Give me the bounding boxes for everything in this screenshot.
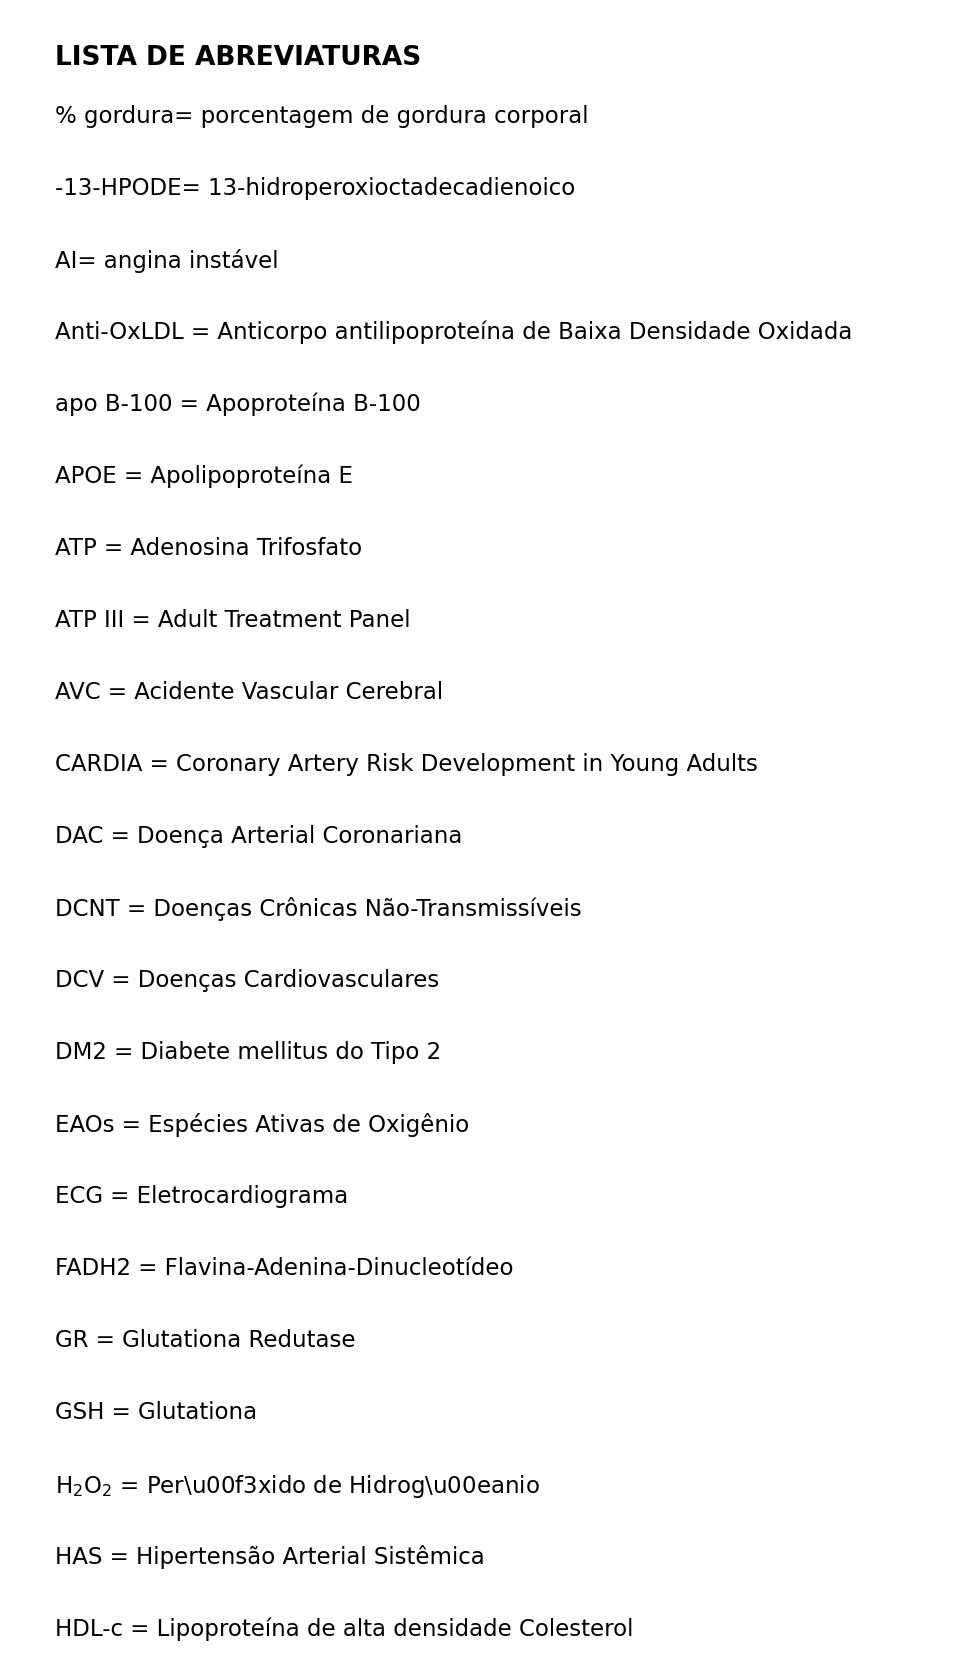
Text: DM2 = Diabete mellitus do Tipo 2: DM2 = Diabete mellitus do Tipo 2 (55, 1041, 442, 1064)
Text: % gordura= porcentagem de gordura corporal: % gordura= porcentagem de gordura corpor… (55, 105, 588, 129)
Text: Anti-OxLDL = Anticorpo antilipoproteína de Baixa Densidade Oxidada: Anti-OxLDL = Anticorpo antilipoproteína … (55, 321, 852, 345)
Text: HDL-c = Lipoproteína de alta densidade Colesterol: HDL-c = Lipoproteína de alta densidade C… (55, 1618, 634, 1641)
Text: -13-HPODE= 13-hidroperoxioctadecadienoico: -13-HPODE= 13-hidroperoxioctadecadienoic… (55, 177, 575, 201)
Text: H$_2$O$_2$ = Per\u00f3xido de Hidrog\u00eanio: H$_2$O$_2$ = Per\u00f3xido de Hidrog\u00… (55, 1472, 540, 1501)
Text: LISTA DE ABREVIATURAS: LISTA DE ABREVIATURAS (55, 45, 421, 70)
Text: ATP III = Adult Treatment Panel: ATP III = Adult Treatment Panel (55, 609, 411, 632)
Text: FADH2 = Flavina-Adenina-Dinucleotídeo: FADH2 = Flavina-Adenina-Dinucleotídeo (55, 1256, 514, 1280)
Text: AI= angina instável: AI= angina instável (55, 249, 278, 273)
Text: ATP = Adenosina Trifosfato: ATP = Adenosina Trifosfato (55, 537, 362, 560)
Text: AVC = Acidente Vascular Cerebral: AVC = Acidente Vascular Cerebral (55, 681, 444, 704)
Text: DCV = Doenças Cardiovasculares: DCV = Doenças Cardiovasculares (55, 969, 440, 992)
Text: GSH = Glutationa: GSH = Glutationa (55, 1400, 257, 1424)
Text: DCNT = Doenças Crônicas Não-Transmissíveis: DCNT = Doenças Crônicas Não-Transmissíve… (55, 897, 582, 922)
Text: HAS = Hipertensão Arterial Sistêmica: HAS = Hipertensão Arterial Sistêmica (55, 1544, 485, 1569)
Text: GR = Glutationa Redutase: GR = Glutationa Redutase (55, 1328, 355, 1352)
Text: EAOs = Espécies Ativas de Oxigênio: EAOs = Espécies Ativas de Oxigênio (55, 1113, 469, 1138)
Text: DAC = Doença Arterial Coronariana: DAC = Doença Arterial Coronariana (55, 825, 463, 848)
Text: APOE = Apolipoproteína E: APOE = Apolipoproteína E (55, 465, 353, 489)
Text: CARDIA = Coronary Artery Risk Development in Young Adults: CARDIA = Coronary Artery Risk Developmen… (55, 753, 757, 776)
Text: apo B-100 = Apoproteína B-100: apo B-100 = Apoproteína B-100 (55, 393, 420, 417)
Text: ECG = Eletrocardiograma: ECG = Eletrocardiograma (55, 1184, 348, 1208)
